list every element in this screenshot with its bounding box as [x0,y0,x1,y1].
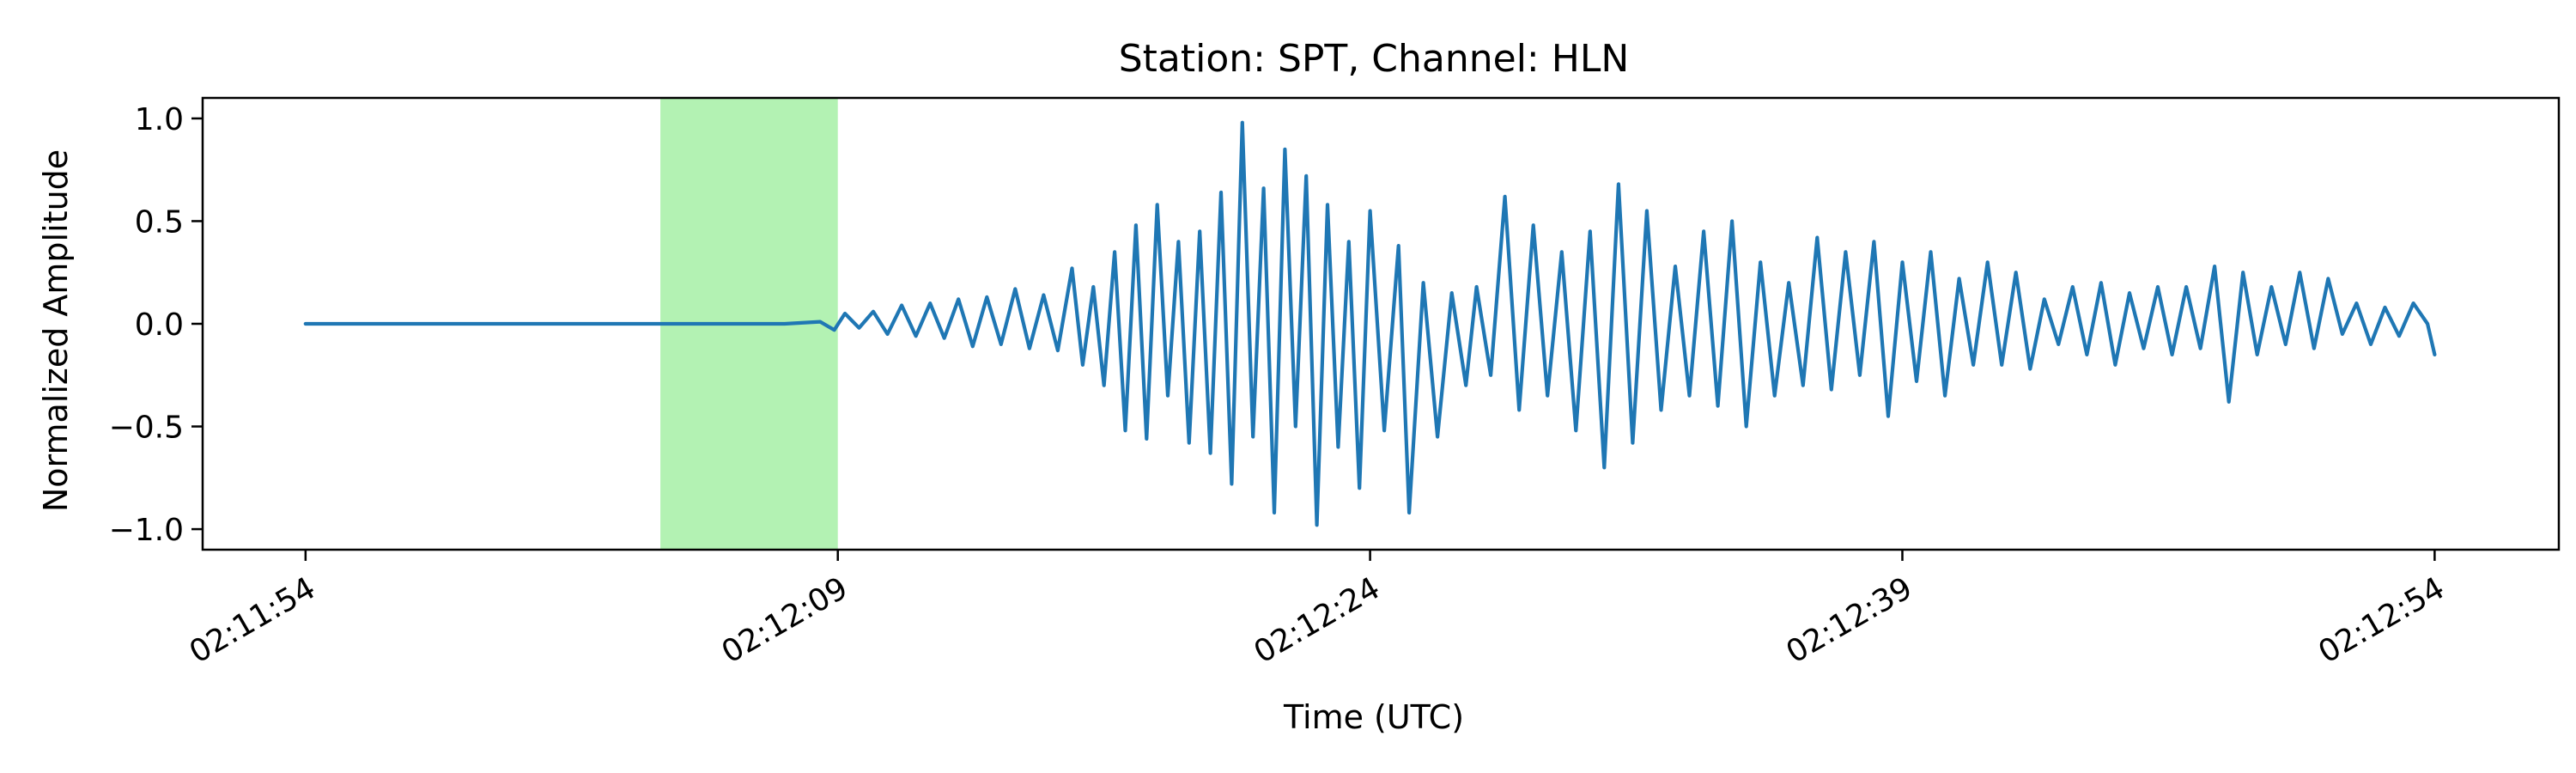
y-tick-label: −1.0 [109,513,184,548]
y-tick-label: −0.5 [109,411,184,446]
chart-title: Station: SPT, Channel: HLN [1119,37,1630,81]
y-tick-label: 0.5 [135,204,184,240]
y-axis-label: Normalized Amplitude [37,149,75,512]
y-tick-label: 1.0 [135,102,184,137]
series-line [303,120,2437,527]
y-tick-label: 0.0 [135,307,184,343]
plot-area [201,96,2561,551]
x-axis-label: Time (UTC) [1283,698,1464,736]
y-axis: 1.0 0.5 0.0 −0.5 −1.0 [109,102,203,548]
